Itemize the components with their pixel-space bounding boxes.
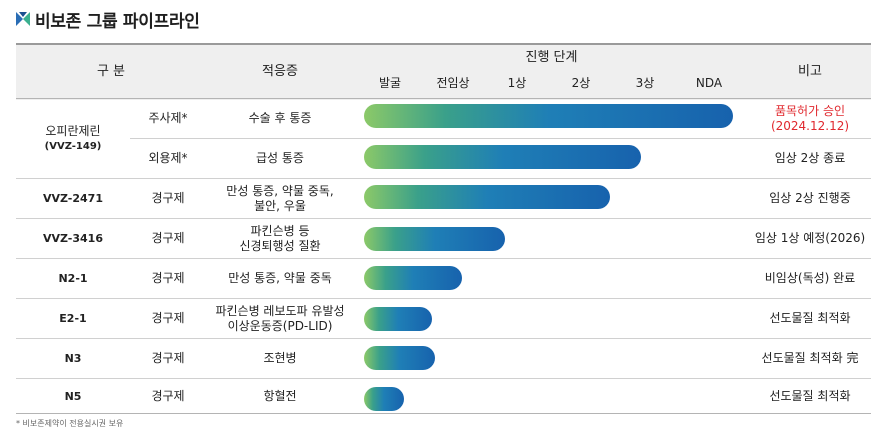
stage-label: 3상 bbox=[635, 75, 655, 90]
stage-label: NDA bbox=[695, 75, 723, 90]
formulation: 경구제 bbox=[151, 191, 185, 205]
formulation: 경구제 bbox=[151, 311, 185, 325]
formulation: 주사제* bbox=[148, 111, 188, 125]
indication-line: 신경퇴행성 질환 bbox=[239, 238, 321, 253]
indication-line: 파킨슨병 레보도파 유발성 bbox=[215, 303, 345, 318]
page-title: 비보존 그룹 파이프라인 bbox=[16, 6, 200, 32]
stage-label: 1상 bbox=[507, 75, 527, 90]
indication-line: 이상운동증(PD-LID) bbox=[227, 318, 333, 333]
drug-name: VVZ-3416 bbox=[43, 232, 103, 245]
progress-bar bbox=[364, 104, 733, 128]
drug-name: E2-1 bbox=[59, 312, 87, 325]
table-bottom-border bbox=[16, 413, 871, 414]
note: 선도물질 최적화 完 bbox=[761, 351, 859, 365]
company-logo-icon bbox=[16, 12, 30, 26]
indication: 항혈전 bbox=[263, 388, 297, 403]
note: 선도물질 최적화 bbox=[769, 388, 851, 403]
drug-name-cell: 오피란제린 (VVZ-149) bbox=[16, 99, 130, 178]
progress-bar bbox=[364, 145, 641, 169]
row-divider bbox=[16, 98, 871, 99]
header-progress: 진행 단계 bbox=[525, 49, 578, 65]
note-date: (2024.12.12) bbox=[770, 118, 850, 133]
indication: 만성 통증, 약물 중독, 불안, 우울 bbox=[206, 179, 354, 218]
row-divider bbox=[16, 378, 871, 379]
drug-name: 오피란제린 bbox=[45, 123, 101, 138]
progress-bar bbox=[364, 307, 432, 331]
indication: 급성 통증 bbox=[256, 151, 304, 165]
stage-label: 발굴 bbox=[378, 75, 402, 90]
header-note: 비고 bbox=[798, 64, 822, 79]
indication: 파킨슨병 등 신경퇴행성 질환 bbox=[206, 219, 354, 258]
note: 비임상(독성) 완료 bbox=[764, 271, 856, 285]
indication-line: 파킨슨병 등 bbox=[250, 223, 310, 238]
indication: 파킨슨병 레보도파 유발성 이상운동증(PD-LID) bbox=[206, 299, 354, 338]
row-divider bbox=[16, 298, 871, 299]
formulation: 경구제 bbox=[151, 271, 185, 285]
note: 임상 1상 예정(2026) bbox=[754, 231, 866, 245]
note: 임상 2상 진행중 bbox=[769, 191, 851, 205]
header-division: 구 분 bbox=[96, 64, 126, 79]
indication: 수술 후 통증 bbox=[248, 111, 312, 125]
progress-bar bbox=[364, 346, 435, 370]
title-text: 비보존 그룹 파이프라인 bbox=[35, 11, 200, 32]
drug-name: N5 bbox=[64, 389, 82, 403]
progress-bar bbox=[364, 387, 404, 411]
row-divider bbox=[130, 138, 871, 139]
progress-bar bbox=[364, 185, 610, 209]
indication: 만성 통증, 약물 중독 bbox=[228, 271, 332, 285]
progress-bar bbox=[364, 227, 505, 251]
note-approval: 품목허가 승인 bbox=[774, 103, 846, 118]
table-header bbox=[16, 43, 871, 100]
drug-name: VVZ-2471 bbox=[43, 192, 103, 205]
footnote: * 비보존제약이 전용실시권 보유 bbox=[16, 419, 124, 428]
row-divider bbox=[16, 218, 871, 219]
note: 선도물질 최적화 bbox=[769, 311, 851, 325]
row-divider bbox=[16, 258, 871, 259]
note: 임상 2상 종료 bbox=[774, 151, 846, 165]
stage-label: 2상 bbox=[571, 75, 591, 90]
drug-name: N3 bbox=[64, 352, 82, 365]
progress-bar bbox=[364, 266, 462, 290]
drug-name: N2-1 bbox=[58, 272, 88, 285]
formulation: 경구제 bbox=[151, 231, 185, 245]
drug-code: (VVZ-149) bbox=[44, 140, 102, 152]
header-indication: 적응증 bbox=[262, 64, 298, 79]
indication: 조현병 bbox=[263, 351, 297, 365]
indication-line: 불안, 우울 bbox=[254, 198, 306, 213]
row-divider bbox=[16, 178, 871, 179]
formulation: 경구제 bbox=[151, 351, 185, 365]
note-cell: 품목허가 승인 (2024.12.12) bbox=[749, 99, 871, 138]
indication-line: 만성 통증, 약물 중독, bbox=[226, 183, 334, 198]
row-divider bbox=[16, 338, 871, 339]
formulation: 경구제 bbox=[151, 388, 185, 403]
stage-label: 전임상 bbox=[436, 75, 470, 90]
formulation: 외용제* bbox=[148, 151, 188, 165]
